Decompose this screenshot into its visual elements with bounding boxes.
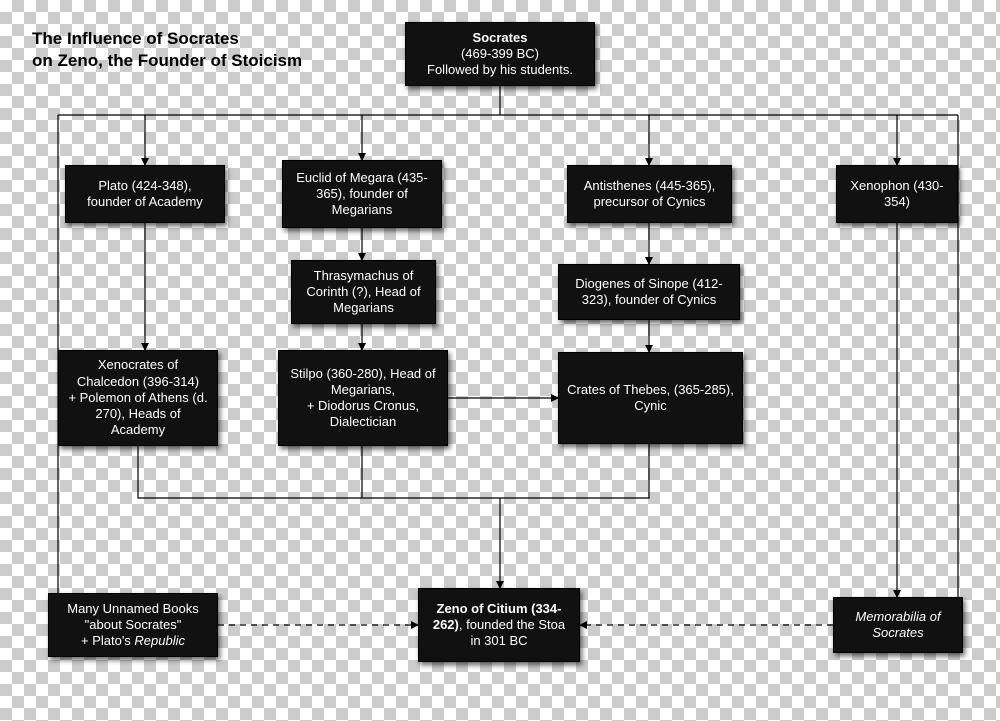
node-euclid: Euclid of Megara (435-365), founder of M… (282, 160, 442, 228)
node-memorabilia: Memorabilia of Socrates (833, 597, 963, 653)
node-diogenes: Diogenes of Sinope (412-323), founder of… (558, 264, 740, 320)
node-xenophon: Xenophon (430-354) (836, 165, 958, 223)
node-stilpo: Stilpo (360-280), Head of Megarians,+ Di… (278, 350, 448, 446)
node-plato: Plato (424-348),founder of Academy (65, 165, 225, 223)
edge-6 (48, 115, 58, 625)
node-thrasymachus: Thrasymachus of Corinth (?), Head of Meg… (291, 260, 436, 324)
node-zeno: Zeno of Citium (334-262), founded the St… (418, 588, 580, 662)
node-crates: Crates of Thebes, (365-285), Cynic (558, 352, 743, 444)
node-books: Many Unnamed Books"about Socrates"+ Plat… (48, 593, 218, 657)
node-xenocrates: Xenocrates of Chalcedon (396-314)+ Polem… (58, 350, 218, 446)
node-socrates: Socrates(469-399 BC)Followed by his stud… (405, 22, 595, 86)
edge-7 (958, 115, 963, 625)
node-antisthenes: Antisthenes (445-365),precursor of Cynic… (567, 165, 732, 223)
edge-14 (138, 446, 500, 498)
diagram-title: The Influence of Socrates on Zeno, the F… (32, 28, 302, 72)
edge-16 (500, 444, 649, 498)
